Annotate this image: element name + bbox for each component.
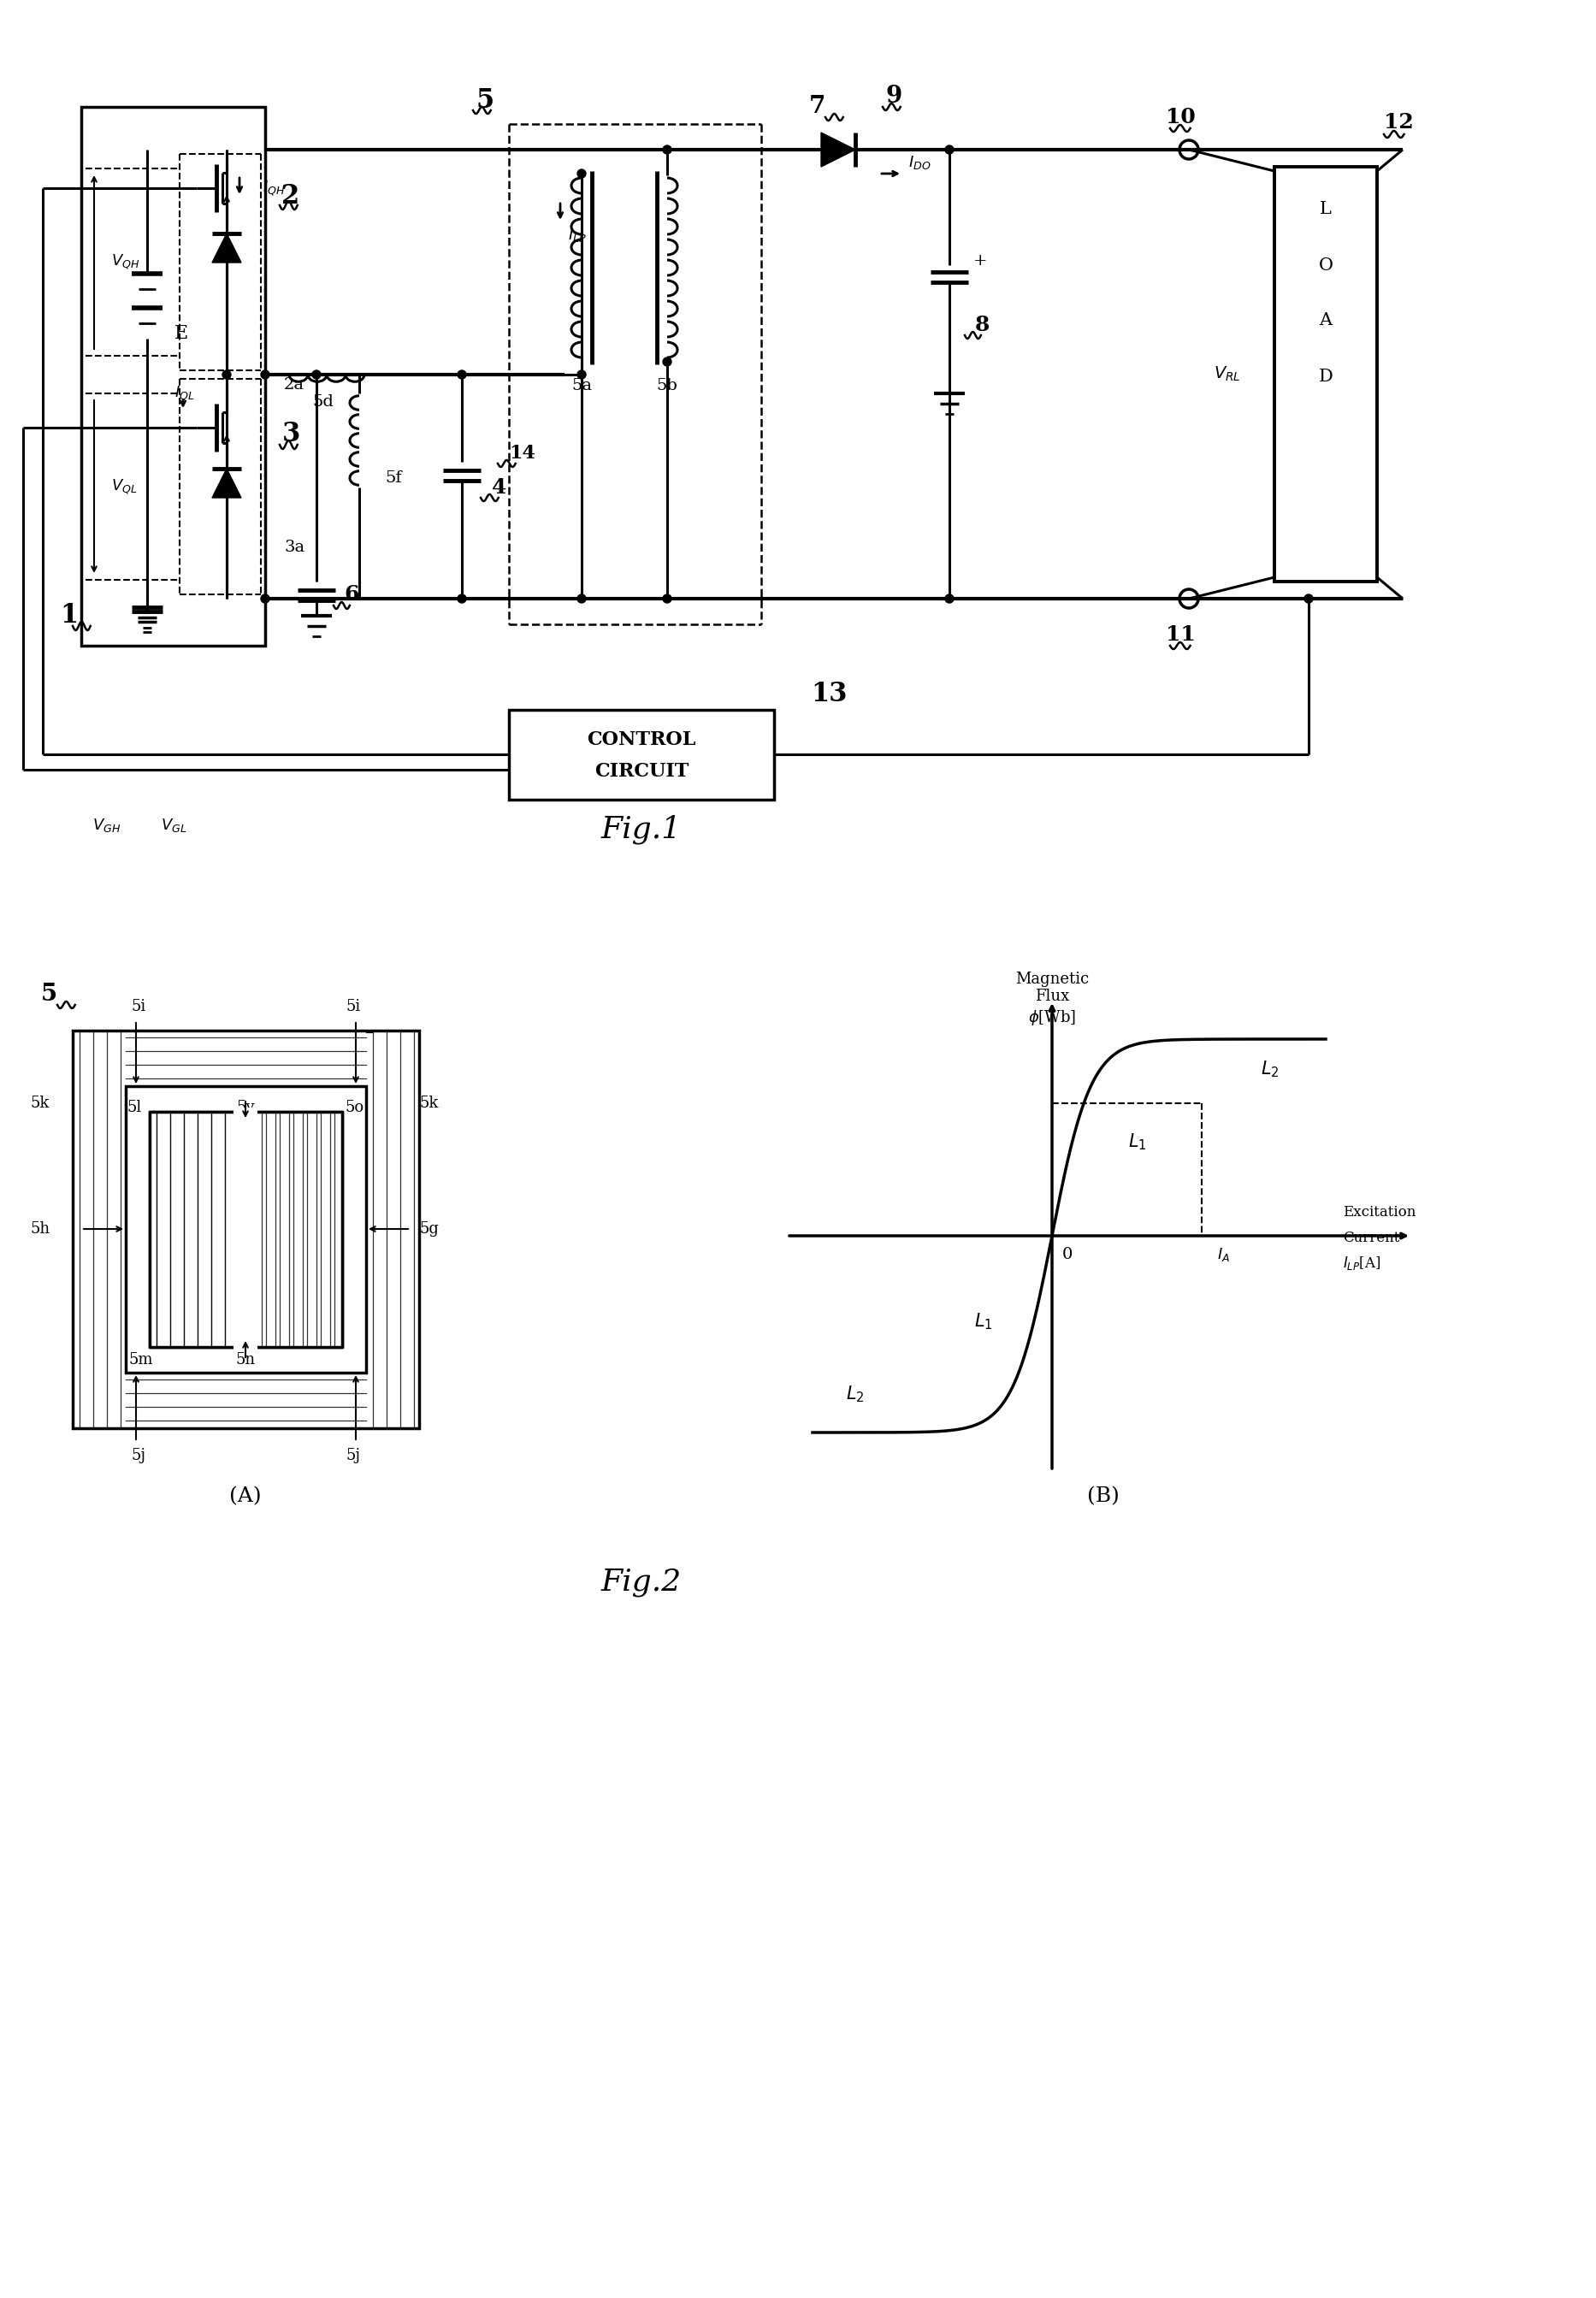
Text: $L_1$: $L_1$ — [975, 1312, 993, 1331]
Text: 11: 11 — [1165, 625, 1195, 646]
Text: Fig.1: Fig.1 — [602, 816, 681, 843]
Bar — [126, 1087, 365, 1372]
Text: (A): (A) — [230, 1487, 262, 1507]
Text: 5m: 5m — [129, 1351, 153, 1367]
Text: 3: 3 — [281, 421, 300, 448]
Text: $V_{QH}$: $V_{QH}$ — [112, 253, 140, 271]
Text: 12: 12 — [1384, 113, 1414, 133]
Text: 0: 0 — [1061, 1248, 1073, 1262]
Text: 5: 5 — [40, 984, 57, 1007]
Text: 2a: 2a — [284, 377, 305, 393]
Text: O: O — [1318, 257, 1333, 273]
Text: Fig.2: Fig.2 — [602, 1567, 681, 1597]
Bar — [150, 1112, 342, 1347]
Text: 9: 9 — [886, 85, 902, 108]
Text: 5i: 5i — [346, 1000, 361, 1013]
Circle shape — [260, 595, 270, 602]
Text: E: E — [174, 324, 188, 342]
Circle shape — [1304, 595, 1314, 602]
Text: 5o: 5o — [345, 1101, 364, 1115]
Text: 1: 1 — [61, 602, 78, 630]
Text: L: L — [1320, 202, 1331, 218]
Polygon shape — [212, 469, 241, 499]
Circle shape — [313, 370, 321, 379]
Text: $I_{DO}$: $I_{DO}$ — [908, 154, 930, 170]
Text: 5b: 5b — [656, 377, 678, 393]
Text: Current: Current — [1342, 1229, 1400, 1246]
Text: $I_{LP}$[A]: $I_{LP}$[A] — [1342, 1255, 1381, 1271]
Text: CIRCUIT: CIRCUIT — [594, 763, 689, 781]
Circle shape — [578, 170, 586, 177]
Text: 5g: 5g — [420, 1220, 439, 1236]
Text: $L_2$: $L_2$ — [846, 1383, 865, 1404]
Text: $I_{LP}$: $I_{LP}$ — [568, 228, 587, 244]
Bar — [73, 1030, 420, 1429]
Text: 5n: 5n — [236, 1351, 255, 1367]
Text: Flux: Flux — [1034, 988, 1069, 1004]
Text: $V_{GH}$: $V_{GH}$ — [93, 816, 121, 834]
Text: 3a: 3a — [284, 540, 305, 556]
Text: $V_{RL}$: $V_{RL}$ — [1215, 365, 1240, 384]
Text: 5k: 5k — [420, 1096, 439, 1110]
Text: CONTROL: CONTROL — [587, 731, 696, 749]
Text: 6: 6 — [343, 584, 359, 604]
Circle shape — [662, 595, 672, 602]
Text: 5d: 5d — [313, 395, 334, 409]
Text: 2: 2 — [282, 184, 300, 209]
Text: 5k: 5k — [30, 1096, 49, 1110]
Text: D: D — [1318, 368, 1333, 384]
Text: +: + — [974, 253, 988, 269]
Bar — [233, 1108, 257, 1351]
Circle shape — [945, 595, 954, 602]
Circle shape — [578, 595, 586, 602]
Text: 4: 4 — [492, 478, 506, 499]
Text: 5a: 5a — [571, 377, 592, 393]
Text: Magnetic: Magnetic — [1015, 972, 1088, 986]
Text: A: A — [1320, 313, 1333, 329]
Text: 14: 14 — [509, 444, 535, 462]
Circle shape — [458, 370, 466, 379]
Text: 5: 5 — [476, 87, 495, 113]
Text: $L_2$: $L_2$ — [1261, 1059, 1280, 1080]
Circle shape — [662, 145, 672, 154]
Circle shape — [578, 370, 586, 379]
Text: 5j: 5j — [131, 1448, 145, 1464]
Circle shape — [662, 358, 672, 365]
Circle shape — [945, 145, 954, 154]
Text: 5i: 5i — [131, 1000, 145, 1013]
Text: $V_{QL}$: $V_{QL}$ — [112, 478, 137, 496]
Text: $\phi$[Wb]: $\phi$[Wb] — [1028, 1009, 1076, 1027]
Text: $V_{GL}$: $V_{GL}$ — [161, 816, 187, 834]
Text: 5h: 5h — [30, 1220, 49, 1236]
Text: 5f: 5f — [385, 471, 402, 485]
Bar — [81, 108, 265, 646]
Polygon shape — [820, 133, 855, 168]
Text: $I_{QH}$: $I_{QH}$ — [262, 179, 286, 198]
Text: (B): (B) — [1087, 1487, 1119, 1507]
Text: 5v: 5v — [236, 1101, 255, 1115]
Text: 13: 13 — [811, 680, 847, 708]
Text: 7: 7 — [809, 94, 825, 119]
Text: $I_A$: $I_A$ — [1218, 1246, 1231, 1264]
Text: 10: 10 — [1165, 108, 1195, 126]
Bar — [509, 710, 774, 800]
Bar — [1274, 168, 1377, 581]
Text: 5l: 5l — [128, 1101, 142, 1115]
Circle shape — [458, 595, 466, 602]
Text: 5j: 5j — [346, 1448, 361, 1464]
Text: $L_1$: $L_1$ — [1128, 1131, 1148, 1151]
Text: 8: 8 — [975, 315, 990, 336]
Circle shape — [222, 370, 231, 379]
Text: Excitation: Excitation — [1342, 1204, 1416, 1220]
Text: $I_{QL}$: $I_{QL}$ — [174, 384, 195, 402]
Polygon shape — [212, 234, 241, 262]
Circle shape — [260, 370, 270, 379]
